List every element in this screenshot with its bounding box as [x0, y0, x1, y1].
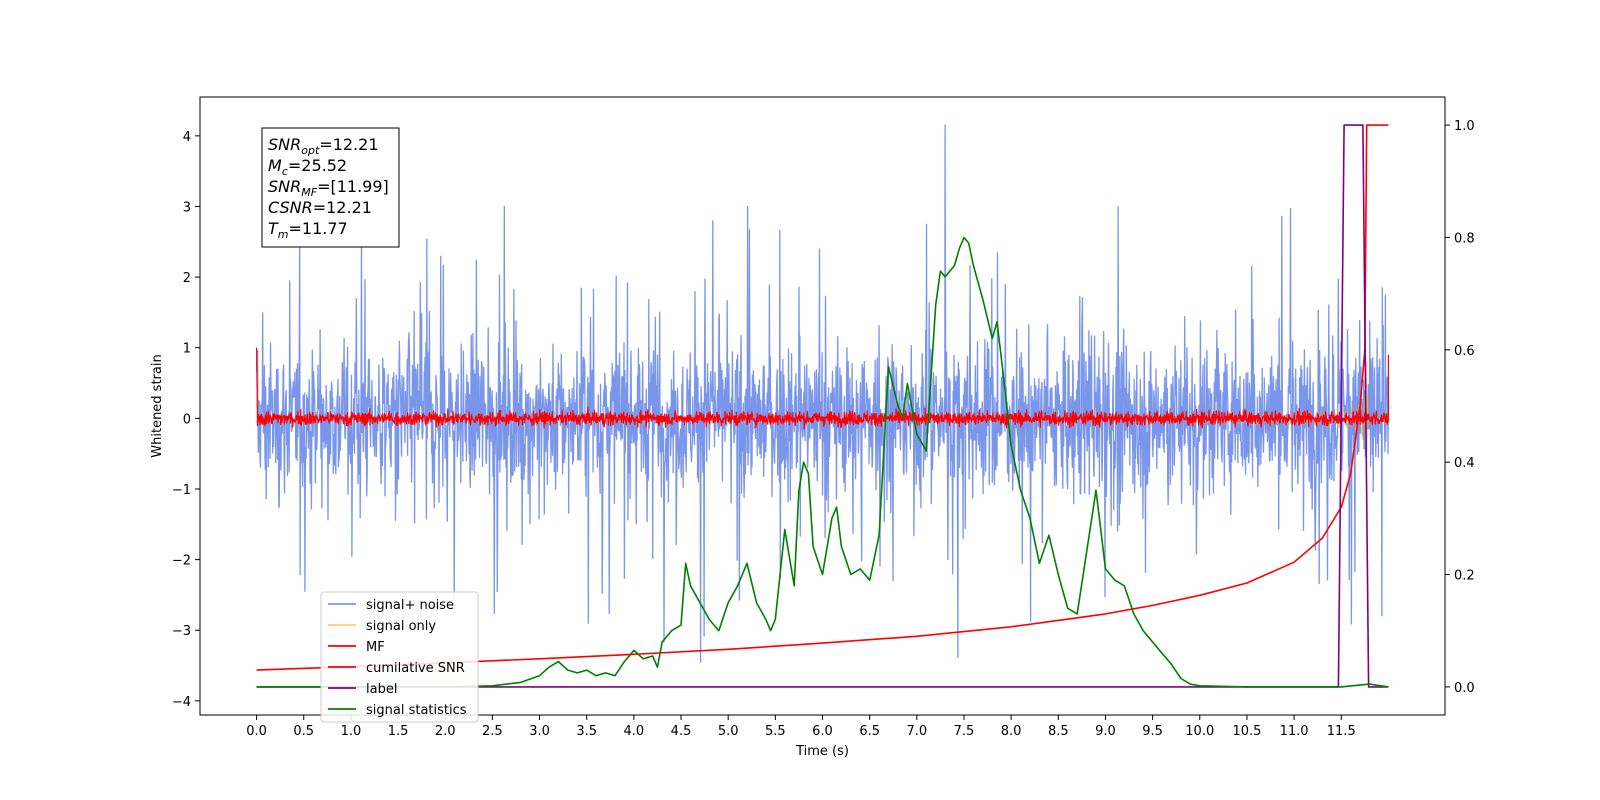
x-tick-label: 8.5: [1048, 724, 1069, 739]
series-signal-only-line: [1199, 361, 1373, 454]
x-axis-label: Time (s): [795, 744, 849, 759]
x-tick-label: 3.5: [576, 724, 597, 739]
y-tick-label: −4: [172, 695, 191, 710]
y-tick-label: 4: [183, 130, 191, 145]
x-tick-label: 4.5: [671, 724, 692, 739]
y-axis-label: Whitened strain: [150, 354, 165, 457]
y-tick-label: −3: [172, 624, 191, 639]
y-tick-label: 0: [183, 412, 191, 427]
y-tick-label: 3: [183, 200, 191, 215]
x-tick-label: 11.0: [1280, 724, 1309, 739]
legend-label: label: [366, 682, 397, 697]
info-box: SNRopt=12.21Mc=25.52SNRMF=[11.99]CSNR=12…: [261, 127, 400, 248]
y2-tick-label: 0.2: [1454, 569, 1475, 584]
x-tick-label: 10.0: [1185, 724, 1214, 739]
x-tick-label: 10.5: [1232, 724, 1261, 739]
series-cumilative-snr-line: [256, 124, 1389, 671]
y-axis-ticks: −4 −3 −2 −1 0 1 2 3 4: [172, 130, 200, 710]
y-tick-label: −2: [172, 554, 191, 569]
legend-label: signal only: [366, 619, 436, 634]
x-tick-label: 4.0: [624, 724, 645, 739]
x-tick-label: 2.5: [482, 724, 503, 739]
x-tick-label: 7.5: [954, 724, 975, 739]
legend-frame: [320, 591, 479, 723]
x-tick-label: 9.5: [1142, 724, 1163, 739]
x-axis-ticks: 0.0 0.5 1.0 1.5 2.0 2.5 3.0 3.5 4.0 4.5 5.0 5.5 6.0 6…: [246, 715, 1356, 739]
y2-tick-label: 0.6: [1454, 344, 1475, 359]
x-tick-label: 2.0: [435, 724, 456, 739]
info-line: Mc=25.52: [268, 156, 347, 178]
legend-label: signal+ noise: [366, 598, 454, 613]
x-tick-label: 1.5: [388, 724, 409, 739]
info-box-frame: [261, 127, 400, 248]
x-tick-label: 9.0: [1095, 724, 1116, 739]
x-tick-label: 0.5: [293, 724, 314, 739]
info-lines: SNRopt=12.21Mc=25.52SNRMF=[11.99]CSNR=12…: [268, 135, 389, 241]
legend: signal+ noise signal only MF cumilative SNR…: [320, 591, 479, 723]
info-line: Tm=11.77: [268, 219, 348, 241]
x-tick-label: 5.5: [765, 724, 786, 739]
y-tick-label: 2: [183, 271, 191, 286]
x-tick-label: 11.5: [1327, 724, 1356, 739]
legend-items: signal+ noise signal only MF cumilative SNR…: [328, 598, 467, 718]
x-tick-label: 6.5: [859, 724, 880, 739]
series-mf-line: [256, 347, 1389, 430]
y2-tick-label: 0.8: [1454, 231, 1475, 246]
plot-area: [199, 96, 1446, 716]
x-tick-label: 0.0: [246, 724, 267, 739]
y2-tick-label: 0.4: [1454, 456, 1475, 471]
series-signal-noise-line: [255, 124, 1390, 664]
y2-tick-label: 0.0: [1454, 681, 1475, 696]
info-line: CSNR=12.21: [268, 198, 372, 217]
y2-tick-label: 1.0: [1454, 119, 1475, 134]
legend-label: MF: [366, 640, 385, 655]
info-line: SNRMF=[11.99]: [268, 177, 389, 199]
series-label-line: [256, 124, 1389, 688]
info-line: SNRopt=12.21: [268, 135, 379, 157]
series-layer: [255, 124, 1390, 688]
x-tick-label: 1.0: [341, 724, 362, 739]
y2-axis-ticks: 0.0 0.2 0.4 0.6 0.8 1.0: [1445, 119, 1475, 696]
x-tick-label: 3.0: [529, 724, 550, 739]
x-tick-label: 8.0: [1001, 724, 1022, 739]
x-tick-label: 5.0: [718, 724, 739, 739]
legend-label: cumilative SNR: [366, 661, 465, 676]
x-tick-label: 7.0: [906, 724, 927, 739]
y-tick-label: 1: [183, 342, 191, 357]
y-tick-label: −1: [172, 483, 191, 498]
legend-label: signal statistics: [366, 703, 467, 718]
series-signal-statistics-line: [256, 236, 1389, 688]
x-tick-label: 6.0: [812, 724, 833, 739]
